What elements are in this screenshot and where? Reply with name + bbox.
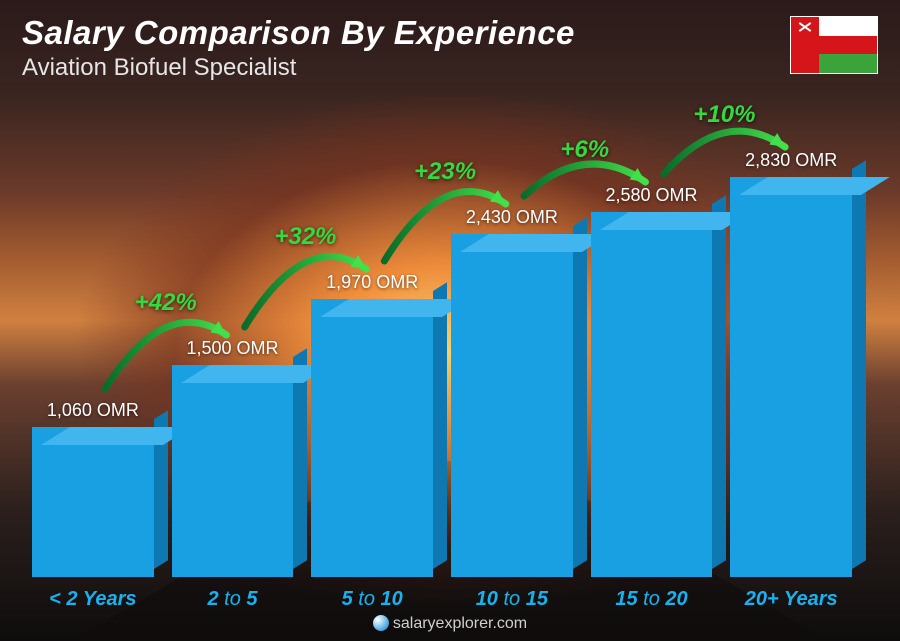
value-label: 2,430 OMR bbox=[466, 207, 558, 228]
bar-column: 1,970 OMR5 to 10 bbox=[311, 272, 433, 577]
value-label: 1,060 OMR bbox=[47, 400, 139, 421]
bar bbox=[32, 427, 154, 577]
growth-pct-label: +42% bbox=[135, 289, 197, 317]
bar-chart: 1,060 OMR< 2 Years1,500 OMR2 to 51,970 O… bbox=[32, 107, 852, 577]
chart-title: Salary Comparison By Experience bbox=[22, 14, 575, 52]
growth-pct-label: +10% bbox=[693, 101, 755, 129]
bar bbox=[730, 177, 852, 577]
growth-pct-label: +32% bbox=[274, 223, 336, 251]
category-label: 20+ Years bbox=[730, 588, 852, 611]
growth-pct-label: +6% bbox=[560, 136, 609, 164]
header: Salary Comparison By Experience Aviation… bbox=[22, 14, 575, 82]
bar bbox=[591, 212, 713, 577]
bar-column: 1,060 OMR< 2 Years bbox=[32, 400, 154, 577]
chart-subtitle: Aviation Biofuel Specialist bbox=[22, 54, 575, 82]
category-label: 10 to 15 bbox=[451, 588, 573, 611]
value-label: 1,970 OMR bbox=[326, 272, 418, 293]
flag-emblem bbox=[797, 20, 813, 34]
bar-column: 2,830 OMR20+ Years bbox=[730, 150, 852, 577]
category-label: 5 to 10 bbox=[311, 588, 433, 611]
flag-oman bbox=[790, 16, 878, 74]
footer-text: salaryexplorer.com bbox=[393, 615, 527, 632]
category-label: 15 to 20 bbox=[591, 588, 713, 611]
bar-column: 2,580 OMR15 to 20 bbox=[591, 185, 713, 577]
chart-canvas: Salary Comparison By Experience Aviation… bbox=[0, 0, 900, 641]
bar bbox=[311, 299, 433, 577]
logo-icon bbox=[373, 615, 389, 631]
value-label: 1,500 OMR bbox=[186, 338, 278, 359]
value-label: 2,580 OMR bbox=[606, 185, 698, 206]
category-label: 2 to 5 bbox=[172, 588, 294, 611]
footer: salaryexplorer.com bbox=[0, 615, 900, 633]
category-label: < 2 Years bbox=[32, 588, 154, 611]
value-label: 2,830 OMR bbox=[745, 150, 837, 171]
bar-column: 2,430 OMR10 to 15 bbox=[451, 207, 573, 577]
bar bbox=[172, 365, 294, 577]
growth-pct-label: +23% bbox=[414, 158, 476, 186]
bar-column: 1,500 OMR2 to 5 bbox=[172, 338, 294, 577]
bar bbox=[451, 234, 573, 577]
